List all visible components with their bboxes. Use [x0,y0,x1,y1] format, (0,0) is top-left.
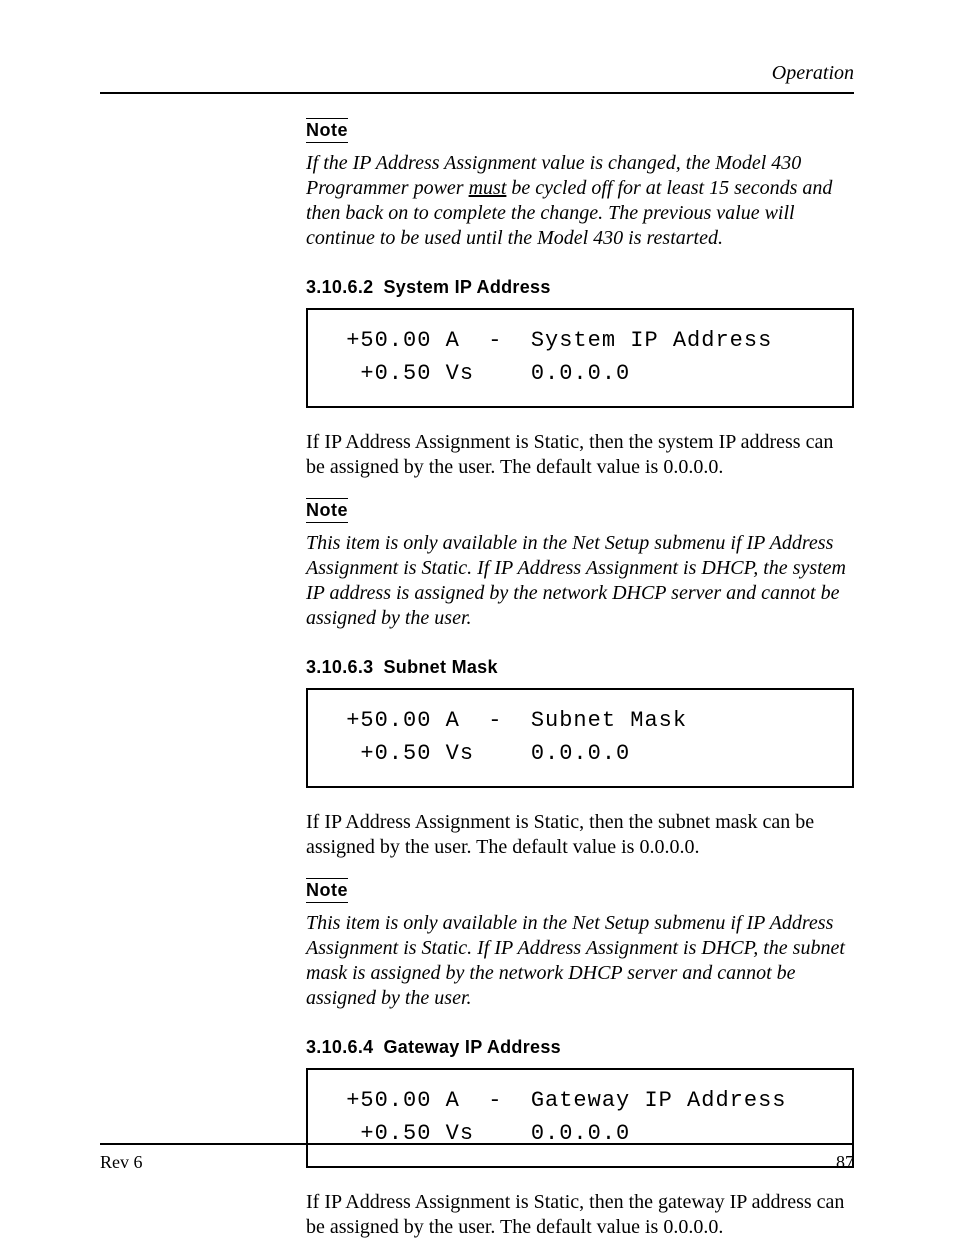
section-heading-gateway-ip: 3.10.6.4 Gateway IP Address [306,1037,854,1058]
note-label: Note [306,878,348,903]
section-number: 3.10.6.2 [306,277,373,297]
lcd-display-gateway-ip: +50.00 A - Gateway IP Address +0.50 Vs 0… [306,1068,854,1168]
header-rule [100,92,854,94]
footer-right-page-number: 87 [836,1152,854,1173]
note-label: Note [306,498,348,523]
note-body: This item is only available in the Net S… [306,911,854,1011]
body-text: If IP Address Assignment is Static, then… [306,1190,854,1240]
lcd-line-1: +50.00 A - Gateway IP Address [332,1088,786,1113]
section-title: Subnet Mask [383,657,497,677]
header-title: Operation [772,62,854,85]
note-body: This item is only available in the Net S… [306,531,854,631]
body-text: If IP Address Assignment is Static, then… [306,430,854,480]
section-title: Gateway IP Address [383,1037,560,1057]
lcd-line-1: +50.00 A - System IP Address [332,328,772,353]
content-column: Note If the IP Address Assignment value … [306,118,854,1258]
lcd-line-2: +0.50 Vs 0.0.0.0 [332,361,630,386]
lcd-display-system-ip: +50.00 A - System IP Address +0.50 Vs 0.… [306,308,854,408]
footer-left: Rev 6 [100,1152,143,1173]
note-body: If the IP Address Assignment value is ch… [306,151,854,251]
section-number: 3.10.6.4 [306,1037,373,1057]
section-heading-subnet-mask: 3.10.6.3 Subnet Mask [306,657,854,678]
lcd-display-subnet-mask: +50.00 A - Subnet Mask +0.50 Vs 0.0.0.0 [306,688,854,788]
lcd-line-2: +0.50 Vs 0.0.0.0 [332,741,630,766]
lcd-line-1: +50.00 A - Subnet Mask [332,708,687,733]
section-number: 3.10.6.3 [306,657,373,677]
note-label: Note [306,118,348,143]
body-text: If IP Address Assignment is Static, then… [306,810,854,860]
page: Operation Note If the IP Address Assignm… [100,62,854,1173]
section-title: System IP Address [383,277,550,297]
section-heading-system-ip: 3.10.6.2 System IP Address [306,277,854,298]
footer-rule [100,1143,854,1145]
